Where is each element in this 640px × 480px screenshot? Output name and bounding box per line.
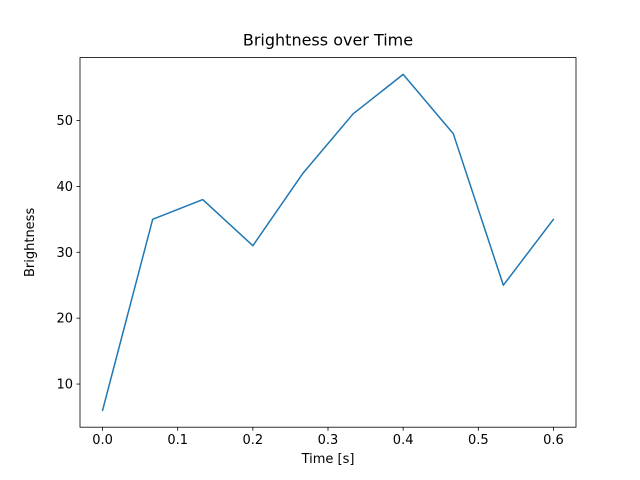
y-tick-label: 20 bbox=[56, 312, 73, 327]
x-tick-label: 0.4 bbox=[393, 433, 414, 448]
x-tick-label: 0.0 bbox=[92, 433, 113, 448]
y-tick-label: 30 bbox=[56, 246, 73, 261]
x-tick-label: 0.2 bbox=[243, 433, 264, 448]
y-axis-label: Brightness bbox=[23, 208, 38, 277]
x-axis-label: Time [s] bbox=[301, 452, 355, 467]
data-line-brightness bbox=[101, 73, 555, 412]
axes-spines bbox=[79, 57, 577, 428]
y-tick-label: 40 bbox=[56, 180, 73, 195]
y-tick-label: 10 bbox=[56, 378, 73, 393]
plot-area bbox=[80, 57, 576, 428]
x-tick-label: 0.1 bbox=[167, 433, 188, 448]
y-tick-label: 50 bbox=[56, 114, 73, 129]
chart-title: Brightness over Time bbox=[243, 31, 413, 50]
x-tick-label: 0.6 bbox=[543, 433, 564, 448]
x-tick-label: 0.3 bbox=[318, 433, 339, 448]
x-tick-label: 0.5 bbox=[468, 433, 489, 448]
